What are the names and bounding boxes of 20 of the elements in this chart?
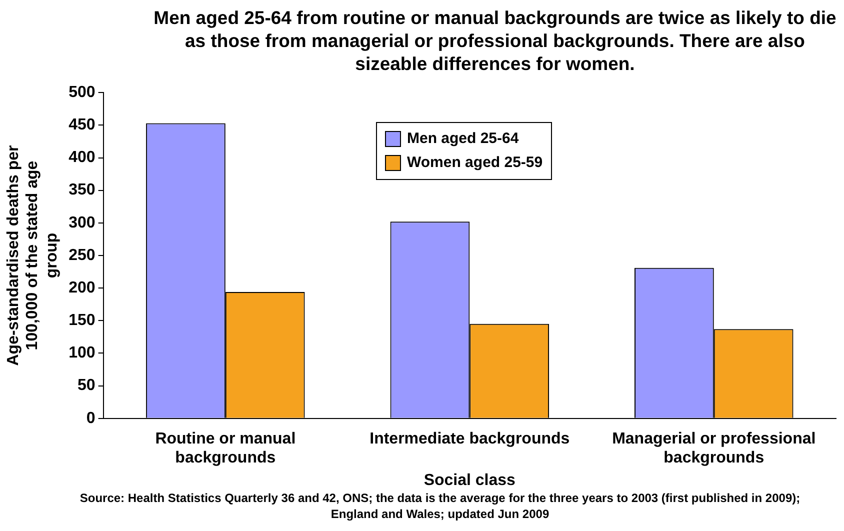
y-axis-title: Age-standardised deaths per 100,000 of the stated age group: [5, 145, 60, 366]
legend-label: Women aged 25-59: [407, 153, 543, 173]
y-tick-label: 50: [78, 377, 96, 394]
y-tick-label: 250: [68, 246, 96, 264]
y-tick-label: 450: [68, 116, 96, 134]
x-tick-label: Routine or manual backgrounds: [155, 430, 296, 467]
x-axis-title: Social class: [424, 472, 516, 489]
y-tick-label: 150: [68, 312, 96, 330]
chart-title: Men aged 25-64 from routine or manual backgrounds are twice as likely to die as those from managerial or professional backgrounds. There are also sizeable differences for women.: [152, 6, 838, 75]
y-tick-label: 0: [86, 410, 96, 427]
source-note: Source: Health Statistics Quarterly 36 and 42, ONS; the data is the average for the three years to 2003 (first published in 2009); England and Wales; updated Jun 2009: [78, 490, 802, 522]
y-tick-label: 500: [68, 84, 96, 102]
y-tick-label: 100: [68, 344, 96, 362]
y-tick-label: 400: [68, 149, 96, 166]
y-tick-label: 300: [68, 214, 96, 232]
y-tick-label: 350: [68, 182, 96, 199]
y-tick-label: 200: [68, 279, 96, 296]
x-tick-label: Intermediate backgrounds: [370, 430, 570, 448]
x-tick-label: Managerial or professional backgrounds: [612, 430, 816, 467]
legend-label: Men aged 25-64: [407, 129, 519, 149]
